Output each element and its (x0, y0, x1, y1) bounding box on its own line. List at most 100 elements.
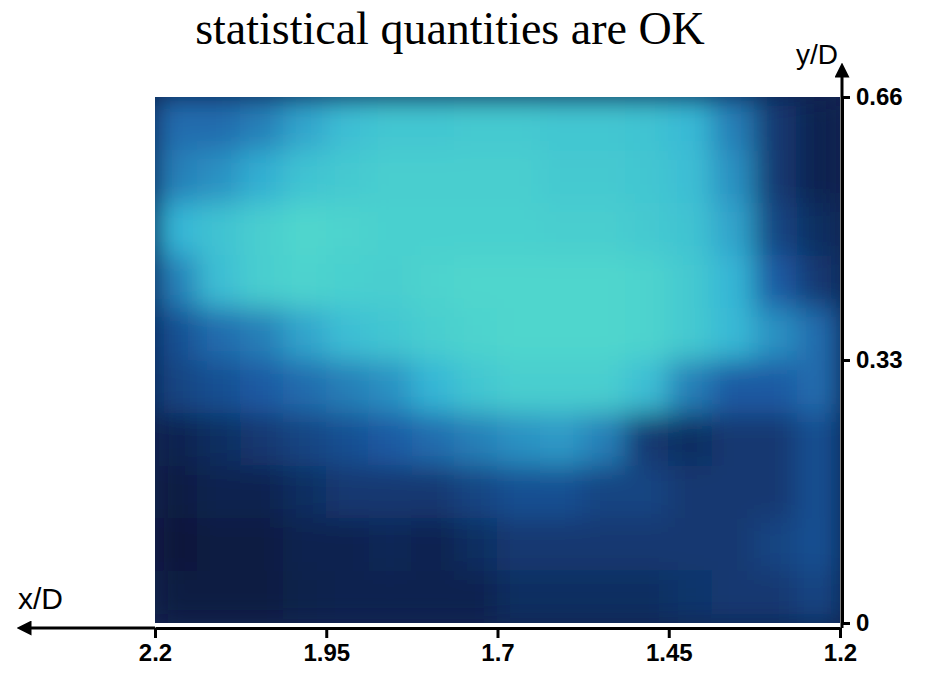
cell (326, 307, 370, 361)
cell (155, 517, 198, 571)
cell (240, 412, 284, 466)
y-tick: 0 (842, 609, 869, 636)
cell (155, 254, 198, 308)
cell (797, 97, 840, 150)
cell (411, 149, 455, 203)
x-tick-mark (497, 628, 500, 638)
cell (540, 97, 584, 150)
cell (411, 202, 455, 256)
cell (240, 149, 284, 203)
cell (668, 254, 712, 308)
cell (797, 465, 840, 519)
cell (155, 360, 198, 414)
cell (155, 97, 198, 150)
cell (240, 570, 284, 623)
cell (668, 149, 712, 203)
cell (240, 307, 284, 361)
cell (369, 307, 413, 361)
cell (668, 412, 712, 466)
cell (711, 202, 755, 256)
cell (454, 149, 498, 203)
cell (625, 307, 669, 361)
x-tick-label: 1.2 (824, 639, 857, 666)
cell (797, 570, 840, 623)
cell (625, 202, 669, 256)
cell (454, 517, 498, 571)
cell (283, 97, 327, 150)
cell (540, 202, 584, 256)
cell (754, 254, 798, 308)
cell (411, 360, 455, 414)
cell (283, 254, 327, 308)
cell (797, 307, 840, 361)
cell (326, 465, 370, 519)
cell (497, 570, 541, 623)
cell (583, 360, 627, 414)
cell (711, 412, 755, 466)
cell (411, 254, 455, 308)
cell (197, 254, 241, 308)
cell (797, 149, 840, 203)
cell (326, 149, 370, 203)
cells (155, 97, 840, 623)
cell (583, 517, 627, 571)
cell (583, 570, 627, 623)
cell (454, 412, 498, 466)
cell (155, 202, 198, 256)
cell (754, 517, 798, 571)
x-tick: 1.2 (824, 628, 857, 666)
cell (668, 570, 712, 623)
cell (754, 360, 798, 414)
cell (668, 465, 712, 519)
cell (540, 517, 584, 571)
cell (197, 412, 241, 466)
cell (155, 570, 198, 623)
cell (454, 465, 498, 519)
cell (197, 202, 241, 256)
cell (240, 360, 284, 414)
cell (754, 202, 798, 256)
cell (454, 570, 498, 623)
cell (540, 412, 584, 466)
cell (283, 149, 327, 203)
x-tick-label: 1.7 (481, 639, 514, 666)
cell (497, 97, 541, 150)
x-axis-title: x/D (18, 582, 63, 615)
cell (497, 465, 541, 519)
cell (283, 570, 327, 623)
y-tick-label: 0.66 (856, 83, 903, 110)
cell (668, 97, 712, 150)
chart: 2.21.951.71.451.2x/D00.330.66y/Dstatisti… (0, 0, 940, 684)
y-tick: 0.33 (842, 346, 903, 373)
cell (711, 570, 755, 623)
cell (754, 149, 798, 203)
cell (497, 254, 541, 308)
cell (625, 97, 669, 150)
cell (583, 465, 627, 519)
x-tick: 1.95 (303, 628, 350, 666)
cell (411, 465, 455, 519)
cell (411, 412, 455, 466)
cell (283, 307, 327, 361)
cell (625, 517, 669, 571)
cell (240, 254, 284, 308)
y-axis-arrow (841, 70, 844, 628)
plot-background (155, 97, 840, 623)
cell (454, 254, 498, 308)
cell (797, 254, 840, 308)
cell (197, 97, 241, 150)
cell (369, 97, 413, 150)
cell (583, 202, 627, 256)
cell (369, 254, 413, 308)
cell (797, 517, 840, 571)
cell (497, 202, 541, 256)
cell (411, 517, 455, 571)
cell (197, 517, 241, 571)
cell (369, 517, 413, 571)
y-axis: 0 0.33 0.66 (842, 83, 903, 636)
cell (625, 254, 669, 308)
cell (283, 517, 327, 571)
cell (583, 412, 627, 466)
x-tick-mark (325, 628, 328, 638)
x-tick-mark (668, 628, 671, 638)
